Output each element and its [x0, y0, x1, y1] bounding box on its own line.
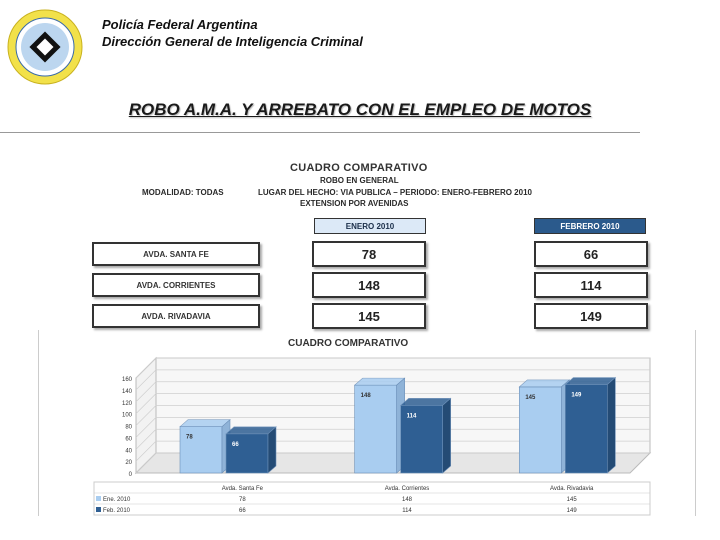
- table-value: 145: [567, 497, 578, 503]
- row-value-santa-fe-feb: 66: [534, 241, 648, 267]
- summary-extension: EXTENSION POR AVENIDAS: [300, 199, 409, 208]
- gridline: [135, 381, 650, 402]
- row-label-santa-fe: AVDA. SANTA FE: [92, 242, 260, 266]
- table-value: 114: [402, 508, 412, 514]
- title-divider: [0, 132, 640, 133]
- y-tick-label: 0: [129, 472, 133, 478]
- row-value-rivadavia-feb: 149: [534, 303, 648, 329]
- y-tick-label: 60: [125, 436, 132, 442]
- data-label: 66: [232, 442, 239, 448]
- gridline: [135, 417, 650, 438]
- chart-title: CUADRO COMPARATIVO: [288, 338, 408, 349]
- bar: [179, 426, 223, 474]
- data-label: 149: [571, 393, 582, 399]
- table-value: 148: [402, 497, 413, 503]
- summary-modalidad: MODALIDAD: TODAS: [142, 188, 224, 197]
- legend-swatch: [96, 507, 101, 512]
- x-tick-label: Avda. Corrientes: [385, 486, 430, 492]
- row-value-rivadavia-jan: 145: [312, 303, 426, 329]
- bar-chart: CUADRO COMPARATIVO 0 20 40 60 80 100 120 140 160 7…: [93, 338, 652, 516]
- y-tick-label: 160: [122, 377, 133, 383]
- summary-lugar: LUGAR DEL HECHO: VIA PUBLICA – PERIODO: …: [258, 188, 532, 197]
- y-tick-label: 120: [122, 401, 133, 407]
- x-tick-label: Avda. Santa Fe: [222, 486, 264, 492]
- gridline: [135, 440, 650, 462]
- bar-side: [442, 397, 451, 474]
- data-label: 145: [525, 395, 536, 401]
- y-tick-label: 20: [125, 460, 132, 466]
- data-label: 114: [407, 413, 417, 419]
- bar-top: [353, 377, 406, 386]
- legend-label: Ene. 2010: [103, 497, 131, 503]
- row-label-corrientes: AVDA. CORRIENTES: [92, 273, 260, 297]
- legend-label: Feb. 2010: [103, 508, 131, 514]
- summary-line1: ROBO EN GENERAL: [320, 176, 399, 185]
- data-label: 148: [361, 393, 372, 399]
- bar: [400, 405, 443, 474]
- org-name: Policía Federal Argentina: [102, 17, 258, 32]
- gridline: [135, 405, 650, 426]
- row-value-corrientes-jan: 148: [312, 272, 426, 298]
- y-tick-label: 100: [122, 413, 133, 419]
- row-value-corrientes-feb: 114: [534, 272, 648, 298]
- legend-swatch: [96, 496, 101, 501]
- col-header-jan: ENERO 2010: [314, 218, 426, 234]
- row-label-rivadavia: AVDA. RIVADAVIA: [92, 304, 260, 328]
- gridline: [135, 428, 650, 450]
- bar-top: [399, 398, 452, 406]
- dept-name: Dirección General de Inteligencia Crimin…: [102, 34, 363, 49]
- bar-side: [267, 426, 277, 474]
- bar-top: [518, 379, 571, 388]
- police-seal-logo: [7, 9, 83, 85]
- bar: [225, 433, 269, 474]
- gridline: [135, 357, 650, 379]
- gridline: [135, 369, 650, 391]
- bar-top: [564, 377, 617, 385]
- summary-title: CUADRO COMPARATIVO: [290, 162, 428, 174]
- col-header-feb: FEBRERO 2010: [534, 218, 646, 234]
- y-tick-label: 80: [125, 425, 132, 431]
- bar: [519, 386, 562, 474]
- y-tick-label: 140: [122, 389, 133, 395]
- bar-top: [179, 419, 231, 427]
- bar-top: [225, 426, 277, 435]
- table-value: 149: [567, 508, 578, 514]
- gridline: [135, 393, 650, 414]
- bar-side: [607, 376, 616, 474]
- y-tick-label: 40: [125, 448, 132, 454]
- data-table: [93, 481, 651, 516]
- x-tick-label: Avda. Rivadavia: [550, 486, 594, 492]
- row-value-santa-fe-jan: 78: [312, 241, 426, 267]
- table-value: 66: [239, 508, 246, 514]
- chart-panel: [38, 330, 696, 516]
- table-value: 78: [239, 497, 246, 503]
- bar: [565, 384, 608, 474]
- gridline: [135, 452, 650, 474]
- data-label: 78: [186, 435, 193, 441]
- slide-title: ROBO A.M.A. Y ARREBATO CON EL EMPLEO DE …: [128, 100, 592, 119]
